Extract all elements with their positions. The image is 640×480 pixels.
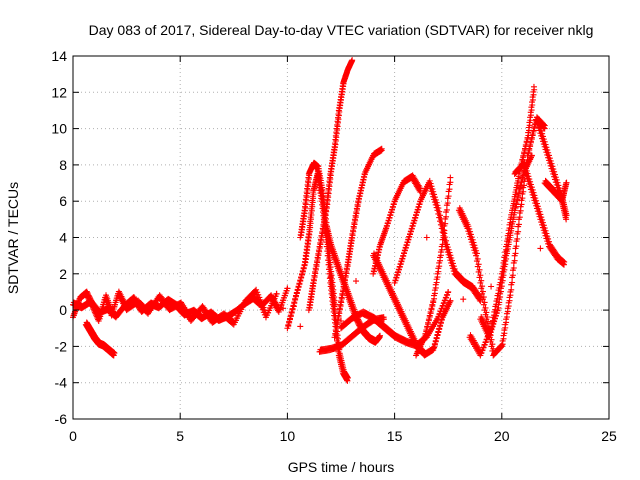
y-tick-label: -6 xyxy=(55,411,68,427)
x-tick-label: 25 xyxy=(601,428,617,444)
data-points xyxy=(70,57,570,384)
x-tick-label: 0 xyxy=(69,428,77,444)
y-tick-label: 6 xyxy=(59,193,67,209)
data-point xyxy=(338,317,344,324)
data-point xyxy=(110,352,117,359)
series-trace-13 xyxy=(466,83,538,359)
series-trace-17 xyxy=(541,177,570,205)
data-point xyxy=(514,235,521,242)
series-trace-6 xyxy=(331,145,385,341)
data-point xyxy=(380,316,387,323)
data-point xyxy=(508,286,515,293)
data-point xyxy=(484,313,491,320)
data-point xyxy=(376,334,383,341)
data-point xyxy=(460,296,467,303)
data-point xyxy=(537,245,544,252)
data-point xyxy=(528,152,535,159)
data-point xyxy=(447,298,454,305)
data-point xyxy=(478,277,485,284)
data-point xyxy=(476,266,483,273)
data-point xyxy=(290,303,297,310)
data-point xyxy=(297,323,304,330)
data-point xyxy=(513,243,520,250)
x-tick-label: 15 xyxy=(387,428,403,444)
data-point xyxy=(443,237,450,244)
y-tick-label: -2 xyxy=(55,338,68,354)
data-point xyxy=(563,180,570,187)
data-point xyxy=(348,58,355,65)
data-point xyxy=(509,279,516,286)
data-point xyxy=(515,228,522,235)
y-tick-label: 4 xyxy=(59,230,67,246)
data-point xyxy=(485,318,492,325)
data-point xyxy=(437,212,444,219)
data-point xyxy=(560,261,567,268)
x-tick-label: 5 xyxy=(176,428,184,444)
data-point xyxy=(331,301,338,308)
series-trace-15 xyxy=(511,159,568,268)
x-tick-label: 10 xyxy=(280,428,296,444)
data-point xyxy=(515,221,522,228)
data-point xyxy=(477,272,484,279)
data-point xyxy=(509,272,516,279)
data-point xyxy=(474,255,481,262)
x-axis-label: GPS time / hours xyxy=(288,459,395,475)
data-point xyxy=(436,208,443,215)
data-point xyxy=(331,307,338,314)
y-tick-label: 12 xyxy=(51,84,67,100)
data-point xyxy=(438,219,445,226)
data-point xyxy=(482,304,489,311)
data-point xyxy=(511,257,518,264)
chart-title: Day 083 of 2017, Sidereal Day-to-day VTE… xyxy=(89,22,594,38)
data-point xyxy=(530,83,537,90)
data-point xyxy=(479,283,486,290)
series-trace-16 xyxy=(533,114,570,223)
y-tick-label: -4 xyxy=(55,375,68,391)
data-point xyxy=(280,305,287,312)
data-point xyxy=(447,174,454,181)
y-tick-label: 10 xyxy=(51,121,67,137)
data-point xyxy=(378,147,385,154)
x-tick-label: 20 xyxy=(494,428,510,444)
data-point xyxy=(445,288,452,295)
data-point xyxy=(480,294,487,301)
series-outliers xyxy=(280,234,544,330)
data-point xyxy=(435,205,442,212)
data-point xyxy=(273,290,280,297)
data-point xyxy=(563,216,570,223)
y-tick-label: 2 xyxy=(59,266,67,282)
series-trace-7 xyxy=(338,288,452,350)
data-point xyxy=(483,309,490,316)
data-point xyxy=(512,250,519,257)
data-point xyxy=(488,283,495,290)
data-point xyxy=(490,345,497,352)
data-point xyxy=(353,278,360,285)
y-tick-label: 14 xyxy=(51,48,67,64)
series-trace-9 xyxy=(370,250,454,359)
y-tick-label: 0 xyxy=(59,302,67,318)
data-point xyxy=(344,377,351,384)
data-point xyxy=(510,264,517,271)
data-point xyxy=(481,299,488,306)
y-tick-label: 8 xyxy=(59,157,67,173)
data-point xyxy=(475,261,482,268)
data-point xyxy=(423,234,430,241)
data-point xyxy=(473,250,480,257)
y-axis-label: SDTVAR / TECUs xyxy=(5,182,21,294)
series-trace-11 xyxy=(413,174,454,359)
axis-tick-labels: 0 5 10 15 20 25 -6 -4 -2 0 2 4 6 8 10 12 14 xyxy=(51,48,617,444)
series-baseline-a xyxy=(70,286,280,328)
axis-ticks xyxy=(72,55,610,420)
data-point xyxy=(479,288,486,295)
data-point xyxy=(284,285,291,292)
series-baseline-dip xyxy=(82,319,118,359)
data-point xyxy=(489,341,496,348)
